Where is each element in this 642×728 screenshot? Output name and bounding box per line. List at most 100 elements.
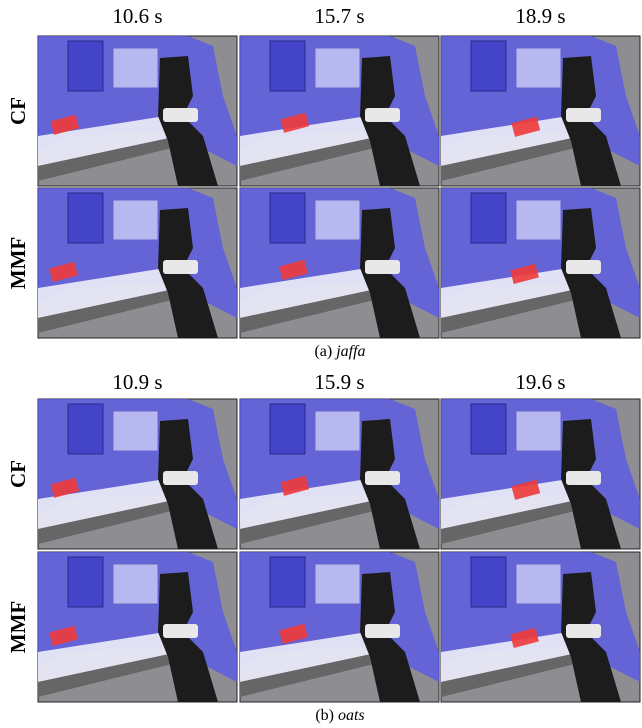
conveyor xyxy=(240,630,390,682)
machine xyxy=(67,40,104,92)
row-label: CF xyxy=(6,97,30,125)
robot-joint xyxy=(163,624,198,638)
caption-label: (a) xyxy=(314,343,332,360)
image-cell xyxy=(440,398,641,550)
machine xyxy=(470,192,507,244)
object xyxy=(50,114,80,135)
poster xyxy=(314,199,361,241)
object xyxy=(280,112,310,133)
object xyxy=(49,261,78,283)
poster xyxy=(515,47,562,89)
machine xyxy=(67,403,104,455)
machine xyxy=(269,403,306,455)
object xyxy=(510,263,539,285)
robot-joint xyxy=(365,108,400,122)
machine xyxy=(269,40,306,92)
poster xyxy=(112,563,159,605)
robot-joint xyxy=(566,471,601,485)
conveyor xyxy=(38,266,188,318)
conveyor xyxy=(240,477,390,529)
machine xyxy=(269,556,306,608)
conveyor-side xyxy=(441,286,591,333)
machine xyxy=(470,403,507,455)
object xyxy=(280,475,310,496)
machine xyxy=(470,556,507,608)
conveyor xyxy=(441,477,591,529)
poster xyxy=(515,199,562,241)
image-cell xyxy=(37,187,238,339)
conveyor xyxy=(38,114,188,166)
robot-joint xyxy=(163,471,198,485)
object xyxy=(510,627,539,649)
robot-joint xyxy=(163,108,198,122)
conveyor-side xyxy=(240,286,390,333)
object xyxy=(50,477,80,498)
image-cell xyxy=(37,398,238,550)
conveyor-side xyxy=(441,650,591,697)
robot-joint xyxy=(365,471,400,485)
conveyor-side xyxy=(441,497,591,544)
caption-name: jaffa xyxy=(334,343,365,360)
object xyxy=(511,116,541,137)
caption-name: oats xyxy=(338,707,365,724)
time-label: 19.6 s xyxy=(515,370,565,394)
image-cell xyxy=(37,551,238,703)
time-label: 15.9 s xyxy=(314,370,364,394)
robot-joint xyxy=(566,260,601,274)
image-cell xyxy=(440,551,641,703)
image-cell xyxy=(440,187,641,339)
robot-joint xyxy=(365,260,400,274)
machine xyxy=(67,556,104,608)
poster xyxy=(112,199,159,241)
caption: (b) oats xyxy=(315,707,364,724)
image-cell xyxy=(239,551,440,703)
poster xyxy=(112,47,159,89)
caption-label: (b) xyxy=(315,707,334,724)
conveyor xyxy=(441,114,591,166)
row-label: CF xyxy=(6,460,30,488)
conveyor-side xyxy=(38,650,188,697)
image-cell xyxy=(440,35,641,187)
image-cell xyxy=(239,398,440,550)
conveyor-side xyxy=(38,497,188,544)
row-label: MMF xyxy=(6,601,30,653)
poster xyxy=(314,47,361,89)
conveyor xyxy=(38,630,188,682)
poster xyxy=(314,563,361,605)
poster xyxy=(314,410,361,452)
time-label: 15.7 s xyxy=(314,4,364,28)
robot-joint xyxy=(566,624,601,638)
caption: (a) jaffa xyxy=(314,343,365,360)
conveyor xyxy=(441,630,591,682)
conveyor-side xyxy=(240,650,390,697)
conveyor xyxy=(441,266,591,318)
time-label: 10.9 s xyxy=(112,370,162,394)
robot-joint xyxy=(163,260,198,274)
time-label: 18.9 s xyxy=(515,4,565,28)
conveyor xyxy=(38,477,188,529)
time-label: 10.6 s xyxy=(112,4,162,28)
object xyxy=(279,623,308,645)
row-label: MMF xyxy=(6,237,30,289)
machine xyxy=(269,192,306,244)
conveyor-side xyxy=(240,497,390,544)
conveyor xyxy=(240,266,390,318)
poster xyxy=(112,410,159,452)
conveyor xyxy=(240,114,390,166)
poster xyxy=(515,563,562,605)
robot-joint xyxy=(365,624,400,638)
image-cell xyxy=(239,35,440,187)
image-cell xyxy=(239,187,440,339)
poster xyxy=(515,410,562,452)
conveyor-side xyxy=(38,134,188,181)
object xyxy=(49,625,78,647)
object xyxy=(511,479,541,500)
conveyor-side xyxy=(38,286,188,333)
conveyor-side xyxy=(240,134,390,181)
machine xyxy=(67,192,104,244)
object xyxy=(279,259,308,281)
image-cell xyxy=(37,35,238,187)
conveyor-side xyxy=(441,134,591,181)
robot-joint xyxy=(566,108,601,122)
